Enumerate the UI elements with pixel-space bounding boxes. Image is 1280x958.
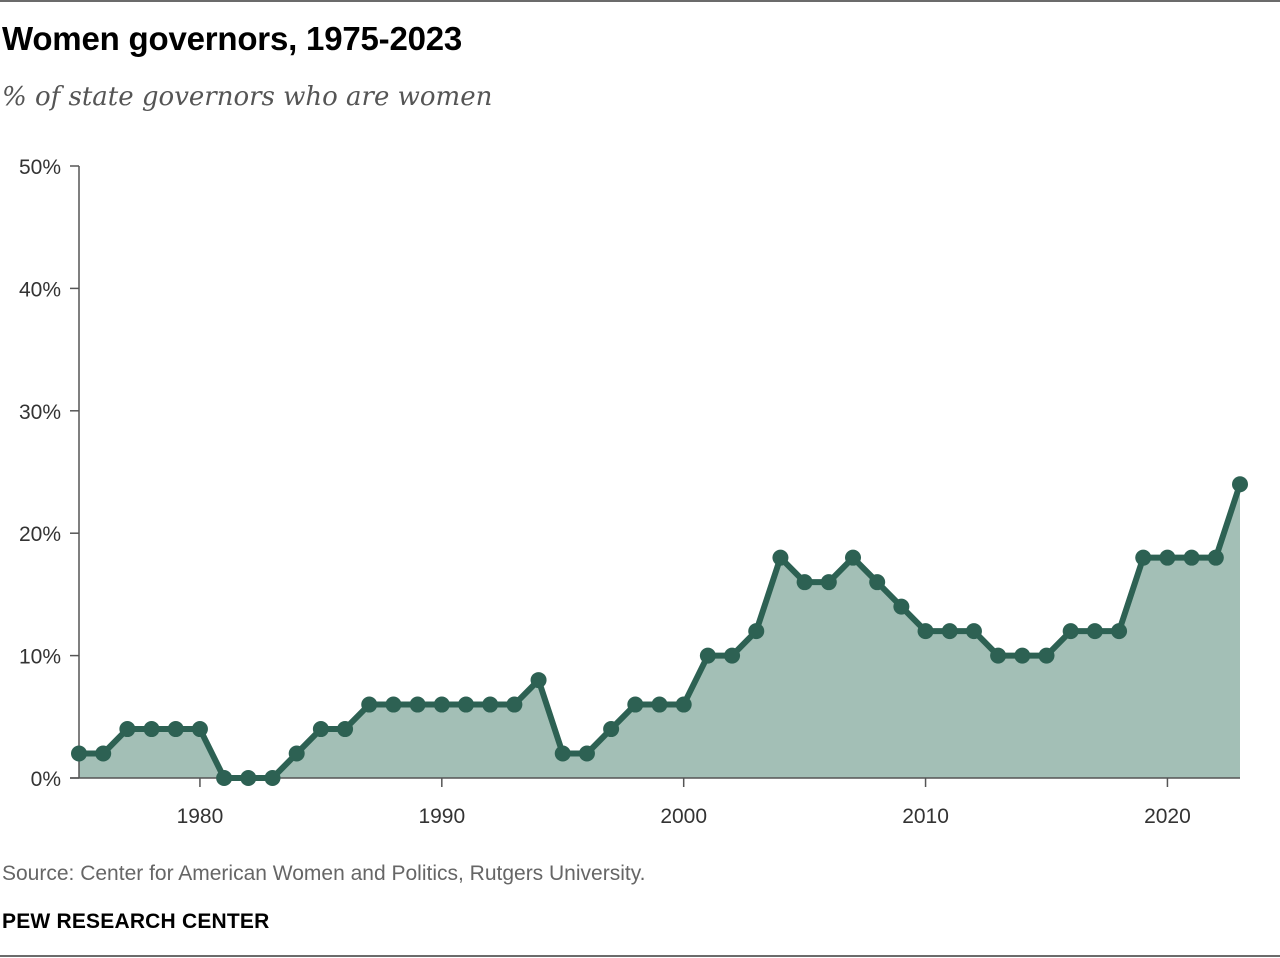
data-point-1977 [119, 721, 136, 738]
data-point-2020 [1159, 549, 1176, 566]
data-point-1993 [506, 696, 523, 713]
data-point-1987 [361, 696, 378, 713]
data-point-2001 [699, 647, 716, 664]
data-point-2018 [1111, 623, 1128, 640]
data-point-2021 [1183, 549, 1200, 566]
x-tick-label: 1990 [418, 805, 465, 828]
data-point-1998 [627, 696, 644, 713]
data-point-2019 [1135, 549, 1152, 566]
data-point-2004 [772, 549, 789, 566]
data-point-2010 [917, 623, 934, 640]
y-tick-label: 30% [19, 401, 61, 424]
data-point-1995 [554, 745, 571, 762]
data-point-2015 [1038, 647, 1055, 664]
data-point-1985 [312, 721, 329, 738]
brand-logo-text: PEW RESEARCH CENTER [2, 910, 270, 933]
data-point-2017 [1086, 623, 1103, 640]
data-point-2003 [748, 623, 765, 640]
data-point-2022 [1207, 549, 1224, 566]
label-layer: 0% 10% 20% 30% 40% 50% 1980 1990 2000 2010 2020 [19, 156, 1191, 828]
data-point-2014 [1014, 647, 1031, 664]
point-layer [71, 476, 1248, 786]
data-point-1989 [409, 696, 426, 713]
y-tick-label: 40% [19, 278, 61, 301]
y-tick-label: 10% [19, 646, 61, 669]
data-point-1992 [482, 696, 499, 713]
y-tick-label: 20% [19, 523, 61, 546]
data-point-2013 [990, 647, 1007, 664]
data-point-1982 [240, 770, 257, 786]
x-tick-label: 2010 [902, 805, 949, 828]
x-tick-label: 2020 [1144, 805, 1191, 828]
data-point-2006 [820, 574, 837, 591]
data-point-2016 [1062, 623, 1079, 640]
data-point-1983 [264, 770, 281, 786]
data-point-2012 [965, 623, 982, 640]
chart-title: Women governors, 1975-2023 [2, 20, 463, 57]
x-tick-label: 1980 [177, 805, 224, 828]
source-note: Source: Center for American Women and Po… [2, 862, 646, 885]
data-point-1984 [288, 745, 305, 762]
data-point-1986 [337, 721, 354, 738]
data-point-1981 [216, 770, 233, 786]
x-tick-label: 2000 [660, 805, 707, 828]
data-point-2007 [845, 549, 861, 566]
data-point-1991 [458, 696, 474, 713]
data-point-1996 [578, 745, 595, 762]
data-point-1997 [603, 721, 620, 738]
data-point-1988 [385, 696, 402, 713]
data-point-1999 [651, 696, 668, 713]
data-point-1990 [433, 696, 450, 713]
data-point-2008 [869, 574, 886, 591]
data-point-1976 [95, 745, 112, 762]
top-rule [0, 0, 1280, 2]
data-point-1994 [530, 672, 547, 689]
data-point-1979 [167, 721, 184, 738]
y-tick-label: 50% [19, 156, 61, 179]
data-point-2002 [724, 647, 741, 664]
data-point-2011 [941, 623, 958, 640]
bottom-rule [0, 955, 1280, 957]
chart-subtitle: % of state governors who are women [2, 82, 493, 112]
data-point-2009 [893, 598, 910, 615]
data-point-2005 [796, 574, 813, 591]
data-point-2000 [675, 696, 692, 713]
y-tick-label: 0% [31, 768, 61, 791]
data-point-1980 [191, 721, 208, 738]
data-point-1978 [143, 721, 160, 738]
data-point-1975 [71, 745, 87, 762]
data-point-2023 [1232, 476, 1248, 493]
